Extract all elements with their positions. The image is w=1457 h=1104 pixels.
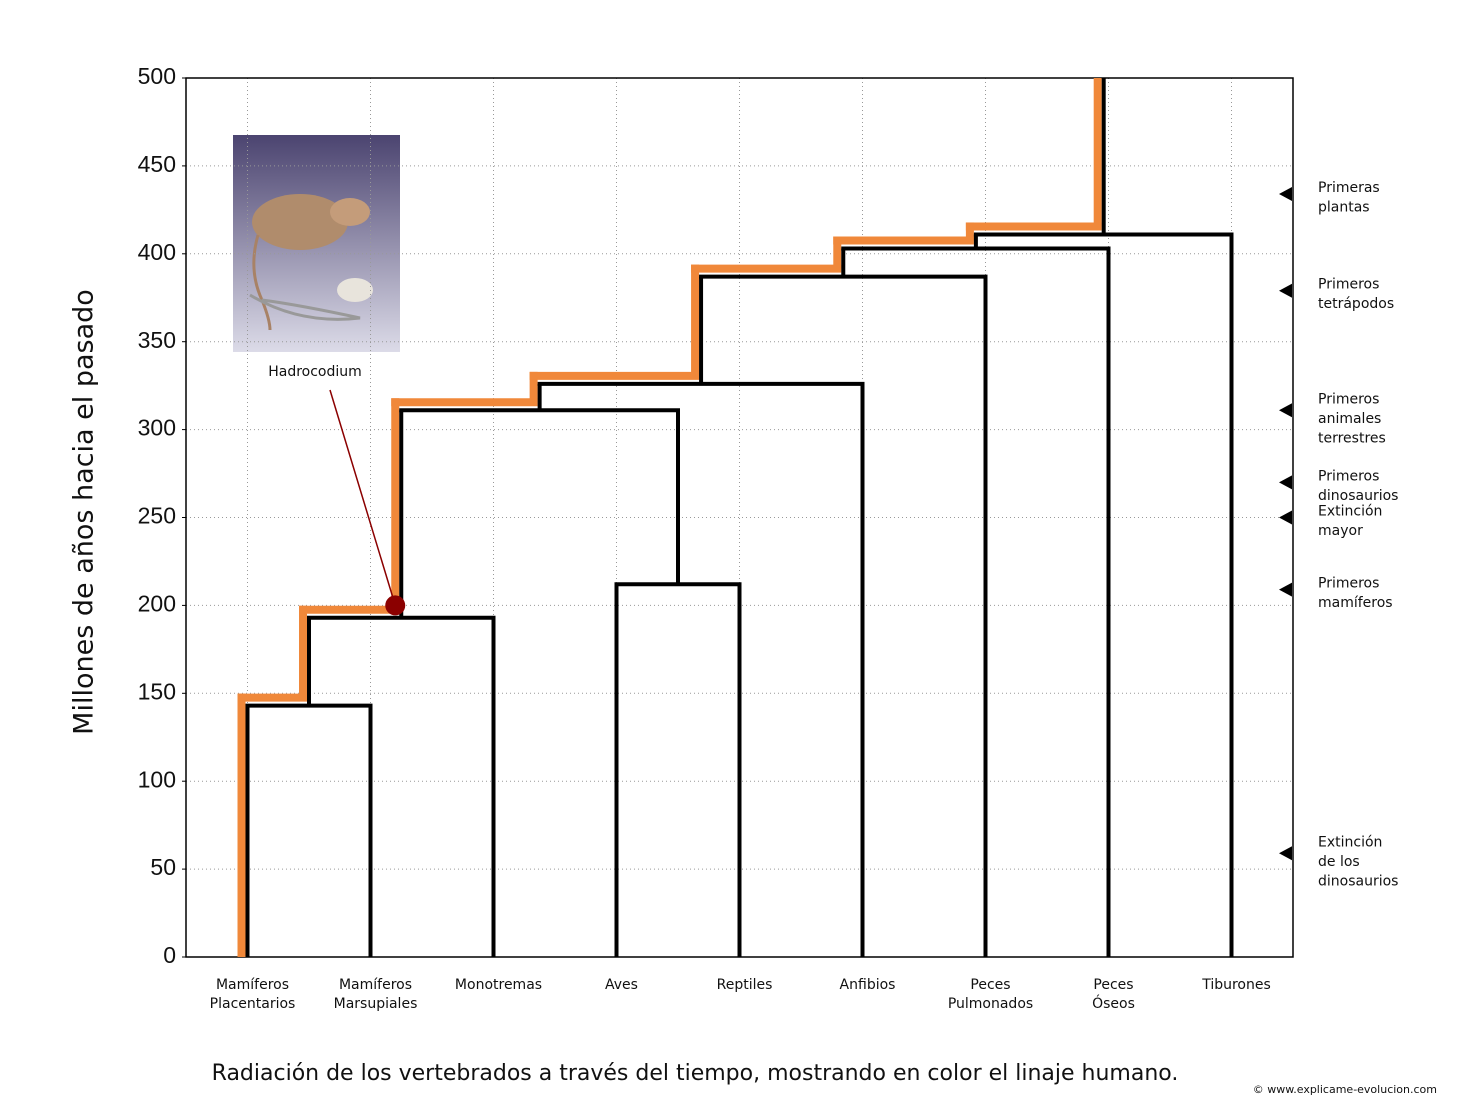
y-axis-title: Millones de años hacia el pasado [69, 289, 100, 735]
event-label: Primeros [1318, 277, 1379, 293]
event-arrow [1279, 187, 1292, 202]
event-arrow [1279, 283, 1292, 298]
event-label: Primeros [1318, 576, 1379, 592]
y-tick-label: 500 [138, 63, 176, 89]
event-label: tetrápodos [1318, 296, 1394, 312]
fossil-picture [233, 135, 400, 352]
x-tick-label: Aves [605, 977, 638, 993]
event-label: dinosaurios [1318, 488, 1398, 504]
event-label: de los [1318, 854, 1360, 870]
y-tick-label: 300 [138, 415, 176, 441]
x-tick-label: Óseos [1092, 994, 1135, 1012]
event-label: terrestres [1318, 430, 1386, 446]
event-label: Extinción [1318, 834, 1382, 850]
y-tick-label: 100 [138, 766, 176, 792]
y-tick-label: 50 [150, 854, 176, 880]
event-label: mamíferos [1318, 595, 1393, 611]
x-tick-label: Pulmonados [948, 996, 1033, 1012]
x-tick-label: Mamíferos [216, 977, 289, 993]
event-label: Primeros [1318, 468, 1379, 484]
x-tick-label: Mamíferos [339, 977, 412, 993]
x-tick-label: Marsupiales [334, 996, 418, 1012]
y-tick-label: 200 [138, 590, 176, 616]
event-arrow [1279, 403, 1292, 418]
y-tick-label: 450 [138, 151, 176, 177]
x-tick-label: Anfibios [840, 977, 896, 993]
x-tick-label: Placentarios [210, 996, 296, 1012]
y-tick-label: 250 [138, 503, 176, 529]
y-tick-label: 0 [163, 942, 176, 968]
y-tick-label: 350 [138, 327, 176, 353]
event-label: animales [1318, 411, 1381, 427]
event-arrow [1279, 582, 1292, 597]
y-tick-label: 150 [138, 678, 176, 704]
x-tick-label: Peces [1093, 977, 1133, 993]
event-arrow [1279, 510, 1292, 525]
event-arrow [1279, 475, 1292, 490]
x-tick-label: Monotremas [455, 977, 542, 993]
event-label: mayor [1318, 523, 1363, 539]
x-tick-label: Tiburones [1201, 977, 1271, 993]
annotation-label: Hadrocodium [268, 364, 362, 380]
event-label: plantas [1318, 200, 1370, 216]
event-arrow [1279, 846, 1292, 861]
annotation-dot [385, 595, 406, 616]
credit: © www.explicame-evolucion.com [1253, 1083, 1437, 1096]
caption: Radiación de los vertebrados a través de… [212, 1061, 1179, 1086]
event-label: Primeras [1318, 180, 1380, 196]
event-label: dinosaurios [1318, 873, 1398, 889]
event-label: Primeros [1318, 391, 1379, 407]
event-label: Extinción [1318, 504, 1382, 520]
y-tick-label: 400 [138, 239, 176, 265]
annotation-pointer [329, 389, 396, 606]
x-tick-label: Peces [970, 977, 1010, 993]
x-tick-label: Reptiles [717, 977, 773, 993]
